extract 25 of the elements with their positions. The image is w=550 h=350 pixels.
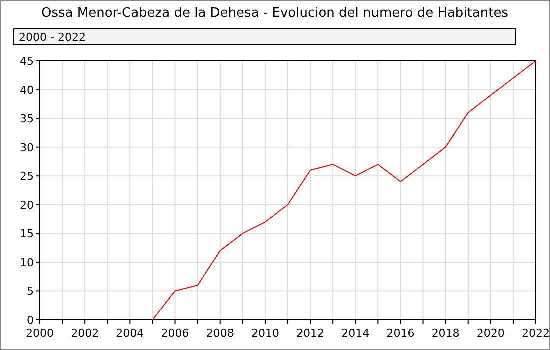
- x-tick-label: 2014: [342, 327, 370, 340]
- y-tick-label: 45: [20, 55, 34, 68]
- x-tick-label: 2010: [251, 327, 280, 340]
- y-tick-label: 30: [20, 141, 34, 154]
- x-tick-label: 2004: [116, 327, 144, 340]
- y-tick-label: 10: [20, 256, 34, 270]
- chart-subtitle: 2000 - 2022: [19, 31, 86, 44]
- y-tick-label: 5: [27, 285, 34, 298]
- y-tick-label: 35: [20, 112, 34, 126]
- y-tick-label: 20: [20, 198, 34, 212]
- y-tick-label: 0: [27, 314, 34, 327]
- x-tick-label: 2002: [71, 327, 100, 340]
- chart-title: Ossa Menor-Cabeza de la Dehesa - Evolucion del numero de Habitantes: [42, 6, 509, 21]
- x-tick-label: 2020: [476, 327, 505, 340]
- x-tick-label: 2022: [522, 327, 550, 340]
- x-tick-label: 2012: [296, 327, 325, 340]
- x-tick-label: 2006: [161, 327, 190, 340]
- y-tick-label: 15: [20, 228, 34, 241]
- x-tick-label: 2016: [386, 327, 415, 340]
- x-tick-label: 2008: [206, 327, 234, 340]
- line-series: [152, 60, 536, 320]
- x-tick-label: 2018: [432, 327, 460, 340]
- x-tick-label: 2000: [26, 327, 54, 340]
- y-tick-label: 25: [20, 170, 34, 184]
- y-tick-label: 40: [20, 84, 34, 97]
